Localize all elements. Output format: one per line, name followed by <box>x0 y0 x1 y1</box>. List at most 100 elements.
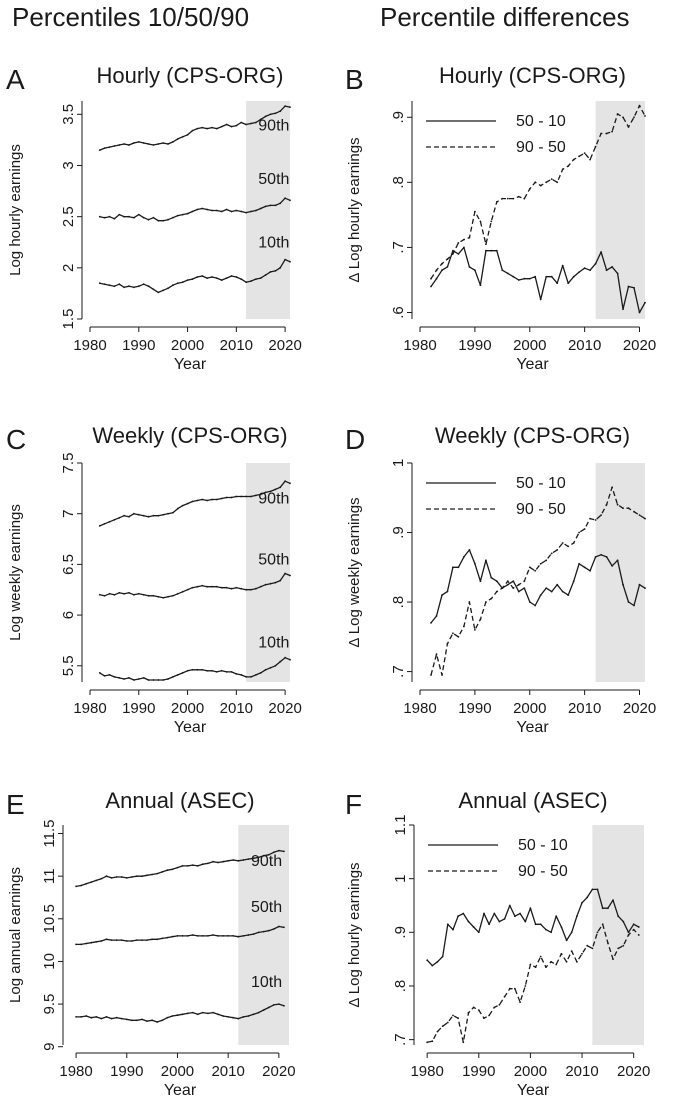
series-line-c-10th <box>99 657 291 681</box>
data-point-d-50-10 <box>556 583 559 586</box>
data-point-c-50th <box>284 572 286 575</box>
data-point-d-50-10 <box>638 583 641 586</box>
data-point-a-90th <box>157 143 160 145</box>
data-point-b-90-50 <box>452 253 454 255</box>
data-point-e-90th <box>278 849 280 852</box>
data-point-d-90-50 <box>468 601 471 603</box>
data-point-e-90th <box>196 865 199 867</box>
data-point-a-50th <box>103 216 106 219</box>
data-point-f-90-50 <box>622 944 625 947</box>
y-tick-label-f: .8 <box>392 980 409 993</box>
data-point-b-50-10 <box>523 277 526 280</box>
data-point-c-50th <box>113 593 116 596</box>
y-axis-label-b: Δ Log hourly earnings <box>346 137 363 282</box>
data-point-c-10th <box>176 674 179 676</box>
data-point-e-90th <box>75 885 77 888</box>
data-point-b-50-10 <box>644 301 646 304</box>
data-point-d-90-50 <box>556 549 559 551</box>
data-point-f-90-50 <box>632 928 635 931</box>
data-point-f-50-10 <box>426 959 429 962</box>
data-point-c-90th <box>128 515 130 518</box>
data-point-b-90-50 <box>430 277 432 280</box>
data-point-c-90th <box>98 525 101 527</box>
data-point-c-50th <box>235 586 238 589</box>
x-tick-label-e: 2000 <box>161 1063 194 1080</box>
panel-title-c: Weekly (CPS-ORG) <box>92 423 287 448</box>
series-label-c-50th: 50th <box>258 551 289 568</box>
data-point-c-50th <box>103 594 106 597</box>
data-point-f-90-50 <box>529 963 532 966</box>
data-point-a-50th <box>186 212 189 215</box>
chart-d: D Weekly (CPS-ORG) .7 .8 .9 1 Δ Log weekly ear… <box>345 423 656 736</box>
shaded-region-a <box>246 101 290 319</box>
data-point-e-90th <box>217 861 219 864</box>
data-point-c-10th <box>206 669 209 672</box>
data-point-f-90-50 <box>441 1025 444 1028</box>
data-point-e-50th <box>242 935 245 937</box>
data-point-b-50-10 <box>605 269 608 272</box>
data-point-f-50-10 <box>596 888 599 891</box>
data-point-e-90th <box>207 862 209 865</box>
data-point-f-50-10 <box>607 907 609 910</box>
data-point-b-50-10 <box>452 249 454 252</box>
series-line-c-50th <box>99 572 291 599</box>
data-point-f-90-50 <box>483 1017 485 1020</box>
data-point-a-50th <box>201 207 204 210</box>
data-point-e-10th <box>110 1017 113 1020</box>
data-point-a-90th <box>172 141 174 143</box>
data-point-a-50th <box>225 208 228 211</box>
panel-title-f: Annual (ASEC) <box>458 788 607 813</box>
data-point-a-90th <box>220 125 223 128</box>
chart-e: E Annual (ASEC) 9 9.5 10 10.5 11 11.5 Log annual… <box>6 788 296 1099</box>
data-point-c-10th <box>133 679 135 681</box>
data-point-c-90th <box>181 504 184 507</box>
data-point-d-90-50 <box>490 597 493 600</box>
data-point-e-50th <box>283 926 285 929</box>
y-tick-label-d: .7 <box>390 665 407 678</box>
data-point-e-10th <box>151 1019 154 1022</box>
data-point-b-50-10 <box>622 308 624 311</box>
data-point-e-50th <box>120 939 123 941</box>
data-point-c-90th <box>103 522 106 525</box>
data-point-f-90-50 <box>637 934 640 936</box>
data-point-b-50-10 <box>534 275 537 278</box>
data-point-b-90-50 <box>556 181 559 184</box>
data-point-e-90th <box>166 869 169 872</box>
data-point-b-90-50 <box>474 210 476 213</box>
data-point-a-10th <box>240 278 243 280</box>
x-tick-label-b: 2000 <box>513 337 546 354</box>
data-point-d-50-10 <box>479 580 482 583</box>
data-point-b-90-50 <box>594 145 597 148</box>
data-point-b-50-10 <box>430 285 432 288</box>
series-label-a-10th: 10th <box>258 234 289 251</box>
data-point-a-90th <box>108 146 111 148</box>
data-point-e-50th <box>161 937 164 940</box>
data-point-a-10th <box>225 277 228 279</box>
data-point-e-90th <box>95 879 98 882</box>
data-point-a-50th <box>279 202 282 205</box>
data-point-b-50-10 <box>501 269 504 272</box>
data-point-c-50th <box>289 574 291 577</box>
data-point-e-50th <box>201 935 204 937</box>
series-line-f-90-50 <box>427 923 640 1043</box>
data-point-b-90-50 <box>490 220 493 223</box>
data-point-a-90th <box>235 124 238 127</box>
data-point-d-90-50 <box>534 569 537 572</box>
data-point-f-90-50 <box>436 1030 439 1033</box>
data-point-c-10th <box>235 673 238 675</box>
data-point-a-10th <box>274 270 277 272</box>
data-point-c-90th <box>255 494 257 497</box>
data-point-e-50th <box>237 935 240 938</box>
data-point-f-90-50 <box>514 987 516 990</box>
panel-letter-a: A <box>6 64 25 95</box>
data-point-a-10th <box>181 281 184 284</box>
data-point-e-90th <box>120 876 123 878</box>
data-point-b-90-50 <box>463 238 465 241</box>
data-point-f-90-50 <box>472 1006 475 1009</box>
chart-c: C Weekly (CPS-ORG) 5.5 6 6.5 7 7.5 Log weekly e… <box>6 423 302 736</box>
data-point-f-90-50 <box>467 1011 470 1014</box>
data-point-e-10th <box>100 1017 103 1020</box>
data-point-c-90th <box>211 498 213 501</box>
data-point-a-10th <box>230 275 233 277</box>
data-point-a-10th <box>245 281 248 284</box>
